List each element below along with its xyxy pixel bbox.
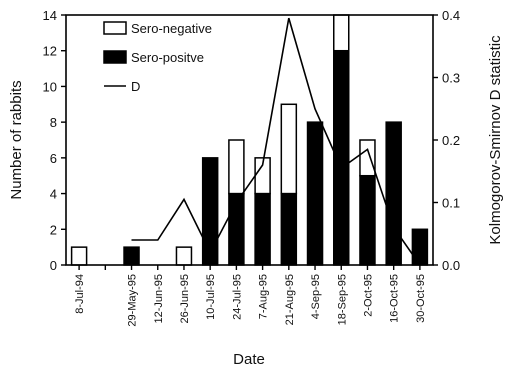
x-tick-label: 30-Oct-95 [415,274,427,323]
y-axis-left: 0 2 4 6 8 10 12 14 [43,8,66,273]
x-tick-label: 18-Sep-95 [336,274,348,325]
d-statistic-line [131,17,421,266]
bar-sero-negative-8 [280,103,298,195]
x-axis: 8-Jul-94 29-May-95 12-Jun-95 26-Jun-95 10-Ju… [74,265,427,327]
x-tick-label: 21-Aug-95 [284,274,296,325]
y2-tick-label: 0.0 [442,258,460,273]
bar-sero-positive-12 [385,121,402,266]
y-axis-right: 0.0 0.1 0.2 0.3 0.4 [433,8,460,273]
bar-sero-positive-13 [411,228,429,266]
x-tick-label: 12-Jun-95 [153,274,165,324]
y-tick-label: 8 [50,115,57,130]
legend: Sero-negative Sero-positve D [103,21,212,94]
bar-sero-positive-6 [228,192,245,266]
legend-swatch-sero-positive [103,50,127,64]
x-tick-label: 24-Jul-95 [231,274,243,320]
x-tick-label: 8-Jul-94 [74,274,86,314]
bar-sero-negative-0 [70,246,88,266]
x-tick-label: 29-May-95 [127,274,139,327]
bar-sero-negative-11 [359,139,376,177]
x-tick-label: 26-Jun-95 [179,274,191,324]
legend-swatch-sero-negative [103,21,127,35]
x-tick-label: 7-Aug-95 [258,274,270,319]
x-tick-label: 4-Sep-95 [310,274,322,319]
x-tick-label: 2-Oct-95 [363,274,375,317]
y-tick-label: 14 [43,8,57,23]
y2-tick-label: 0.2 [442,133,460,148]
y2-tick-label: 0.1 [442,196,460,211]
y-tick-label: 12 [43,44,57,59]
legend-label-d: D [131,79,140,94]
legend-label-sero-negative: Sero-negative [131,21,212,36]
bar-sero-positive-7 [254,192,271,266]
legend-label-sero-positive: Sero-positve [131,50,204,65]
y-tick-label: 6 [50,151,57,166]
x-tick-label: 10-Jul-95 [205,274,217,320]
bar-sero-positive-5 [201,157,219,266]
bar-sero-positive-2 [123,246,140,266]
y-tick-label: 4 [50,187,57,202]
y-tick-label: 0 [50,258,57,273]
bar-sero-negative-4 [175,246,193,266]
y2-tick-label: 0.3 [442,71,460,86]
y-tick-label: 10 [43,79,57,94]
x-tick-label: 16-Oct-95 [389,274,401,323]
y2-axis-label: Kolmogorov-Smirnov D statistic [487,35,504,245]
bar-sero-positive-8 [280,192,298,266]
bar-sero-positive-11 [359,174,376,266]
y-axis-label: Number of rabbits [8,80,25,199]
bar-sero-positive-9 [306,121,324,266]
x-axis-label: Date [233,351,265,368]
y-tick-label: 2 [50,222,57,237]
bar-sero-negative-10 [333,14,350,52]
y2-tick-label: 0.4 [442,8,460,23]
bar-sero-negative-6 [228,139,245,195]
